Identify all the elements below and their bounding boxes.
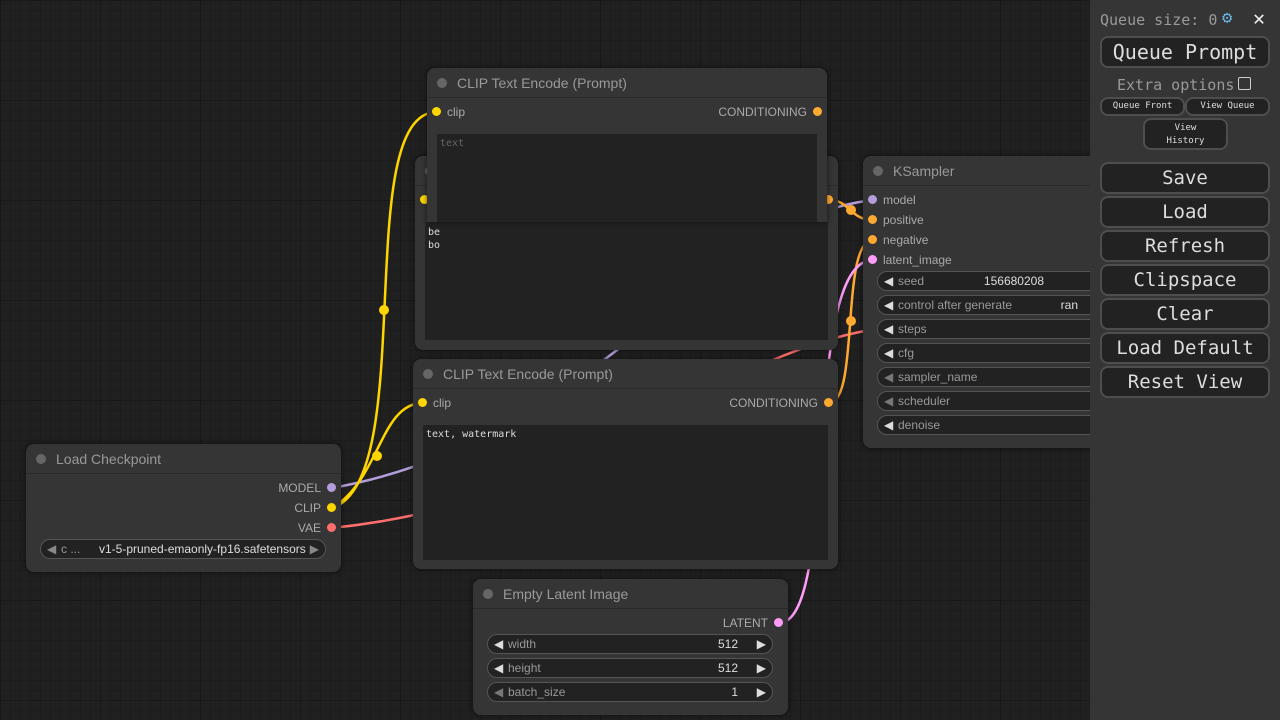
view-queue-button[interactable]: View Queue — [1185, 97, 1270, 116]
prompt-textarea[interactable]: text, watermark — [423, 425, 828, 560]
clip-output-label: CLIP — [294, 501, 321, 515]
positive-input-dot[interactable] — [868, 215, 877, 224]
clip-text-encode-node-bottom[interactable]: CLIP Text Encode (Prompt) clip CONDITION… — [413, 359, 838, 569]
conditioning-output-dot[interactable] — [824, 398, 833, 407]
decrement-arrow-icon: ◀ — [494, 637, 504, 651]
clip-input-dot[interactable] — [432, 107, 441, 116]
increment-arrow-icon: ▶ — [756, 685, 766, 699]
scheduler-widget[interactable]: ◀ scheduler — [877, 391, 1117, 411]
batch-size-widget[interactable]: ◀ batch_size 1 ▶ — [487, 682, 773, 702]
decrement-arrow-icon: ◀ — [494, 661, 504, 675]
node-title[interactable]: Empty Latent Image — [473, 579, 788, 609]
clear-button[interactable]: Clear — [1100, 298, 1270, 330]
decrement-arrow-icon: ◀ — [884, 394, 894, 408]
decrement-arrow-icon: ◀ — [884, 298, 894, 312]
ckpt-name-widget[interactable]: ◀ c ... v1-5-pruned-emaonly-fp16.safetenso… — [40, 539, 326, 559]
increment-arrow-icon: ▶ — [756, 637, 766, 651]
node-title[interactable]: KSampler — [863, 156, 1103, 186]
prompt-textarea[interactable]: text — [437, 134, 817, 222]
decrement-arrow-icon: ◀ — [884, 370, 894, 384]
gear-icon[interactable]: ⚙ — [1222, 8, 1233, 28]
negative-input-label: negative — [883, 233, 929, 247]
model-output-dot[interactable] — [327, 483, 336, 492]
conditioning-output-dot[interactable] — [813, 107, 822, 116]
conditioning-output-dot[interactable] — [824, 195, 833, 204]
clipspace-button[interactable]: Clipspace — [1100, 264, 1270, 296]
decrement-arrow-icon: ◀ — [884, 418, 894, 432]
seed-widget[interactable]: ◀ seed 156680208 — [877, 271, 1117, 291]
conditioning-output-label: CONDITIONING — [729, 396, 818, 410]
load-button[interactable]: Load — [1100, 196, 1270, 228]
positive-input-label: positive — [883, 213, 924, 227]
clip-input-dot[interactable] — [420, 195, 429, 204]
clip-input-dot[interactable] — [418, 398, 427, 407]
decrement-arrow-icon: ◀ — [884, 322, 894, 336]
close-icon[interactable]: ✕ — [1253, 6, 1266, 30]
clip-input-label: clip — [447, 105, 466, 119]
empty-latent-image-node[interactable]: Empty Latent Image LATENT ◀ width 512 ▶ ◀ he… — [473, 579, 788, 715]
refresh-button[interactable]: Refresh — [1100, 230, 1270, 262]
denoise-widget[interactable]: ◀ denoise — [877, 415, 1117, 435]
extra-options-label: Extra options — [1117, 76, 1235, 94]
latent-input-dot[interactable] — [868, 255, 877, 264]
model-input-dot[interactable] — [868, 195, 877, 204]
ksampler-node[interactable]: KSampler model positive negative latent_… — [863, 156, 1117, 448]
width-widget[interactable]: ◀ width 512 ▶ — [487, 634, 773, 654]
conditioning-output-label: CONDITIONING — [718, 105, 807, 119]
decrement-arrow-icon: ◀ — [494, 685, 504, 699]
clip-output-dot[interactable] — [327, 503, 336, 512]
decrement-arrow-icon: ◀ — [47, 542, 57, 556]
latent-input-label: latent_image — [883, 253, 952, 267]
queue-prompt-button[interactable]: Queue Prompt — [1100, 36, 1270, 68]
load-default-button[interactable]: Load Default — [1100, 332, 1270, 364]
model-input-label: model — [883, 193, 916, 207]
negative-input-dot[interactable] — [868, 235, 877, 244]
extra-options-checkbox[interactable] — [1238, 77, 1251, 90]
sampler-name-widget[interactable]: ◀ sampler_name — [877, 367, 1117, 387]
queue-menu: Queue size: 0 ⚙ ✕ Queue Prompt Extra opt… — [1090, 0, 1280, 720]
vae-output-dot[interactable] — [327, 523, 336, 532]
model-output-label: MODEL — [278, 481, 321, 495]
wire-clip-bottom — [331, 401, 424, 510]
cfg-widget[interactable]: ◀ cfg — [877, 343, 1117, 363]
queue-front-button[interactable]: Queue Front — [1100, 97, 1185, 116]
save-button[interactable]: Save — [1100, 162, 1270, 194]
steps-widget[interactable]: ◀ steps — [877, 319, 1117, 339]
clip-input-label: clip — [433, 396, 452, 410]
vae-output-label: VAE — [297, 521, 321, 535]
reset-view-button[interactable]: Reset View — [1100, 366, 1270, 398]
node-title[interactable]: Load Checkpoint — [26, 444, 341, 474]
view-history-button[interactable]: View History — [1143, 118, 1228, 150]
queue-size-label: Queue size: 0 — [1100, 11, 1218, 29]
height-widget[interactable]: ◀ height 512 ▶ — [487, 658, 773, 678]
node-title[interactable]: CLIP Text Encode (Prompt) — [427, 68, 827, 98]
control-after-generate-widget[interactable]: ◀ control after generate ran — [877, 295, 1117, 315]
increment-arrow-icon: ▶ — [756, 661, 766, 675]
increment-arrow-icon: ▶ — [309, 542, 319, 556]
latent-output-label: LATENT — [722, 616, 768, 630]
decrement-arrow-icon: ◀ — [884, 274, 894, 288]
node-title[interactable]: CLIP Text Encode (Prompt) — [413, 359, 838, 389]
prompt-textarea[interactable]: be bo — [425, 222, 828, 340]
clip-text-encode-node-top[interactable]: CLIP Text Encode (Prompt) clip CONDITION… — [427, 68, 827, 222]
load-checkpoint-node[interactable]: Load Checkpoint MODEL CLIP VAE ◀ c ... v1-… — [26, 444, 341, 572]
latent-output-dot[interactable] — [774, 618, 783, 627]
decrement-arrow-icon: ◀ — [884, 346, 894, 360]
